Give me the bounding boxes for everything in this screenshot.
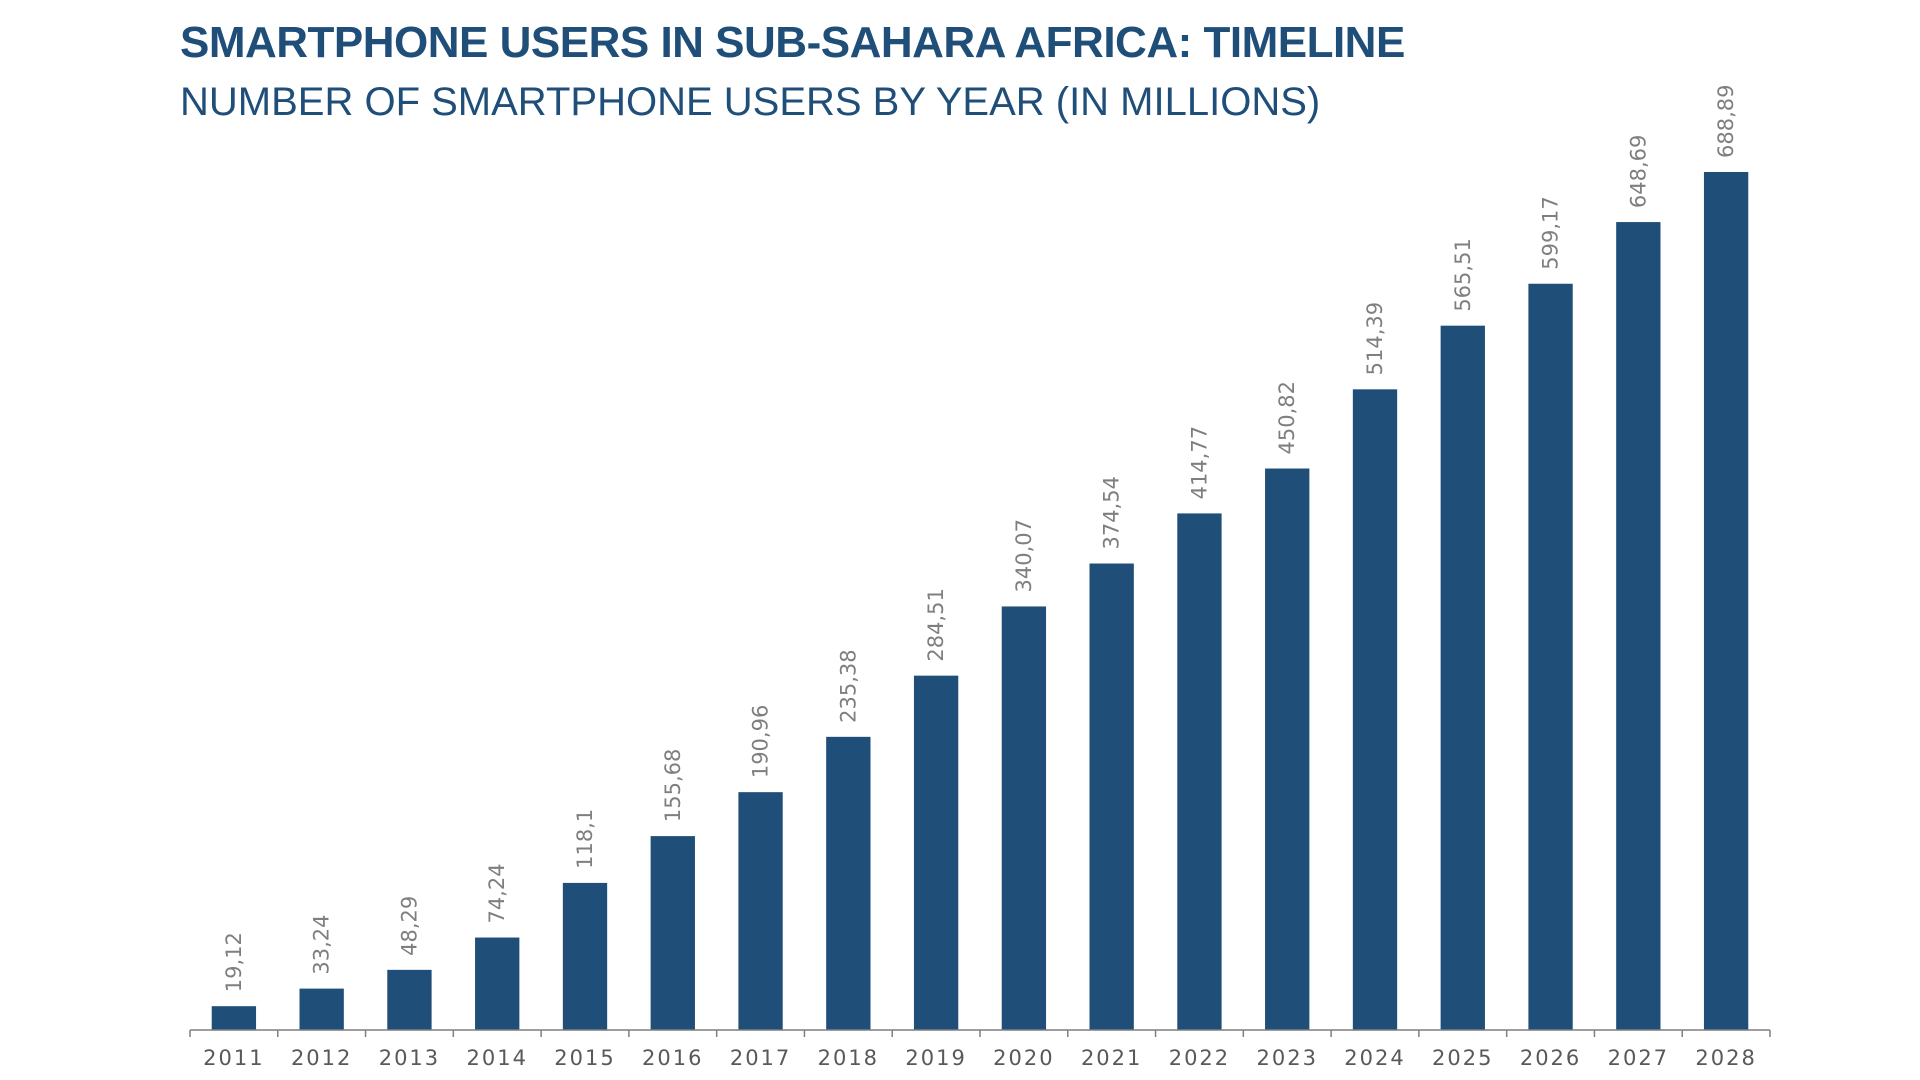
bar-2019 [913, 675, 959, 1030]
bar-2022 [1177, 513, 1222, 1030]
bar-2023 [1265, 468, 1310, 1031]
data-label-2021: 374,54 [1100, 476, 1124, 549]
data-labels-group: 19,12 33,24 48,29 74,24 118,1 155,68 190,96 235… [222, 85, 1738, 993]
bar-2026 [1528, 283, 1573, 1030]
data-label-2020: 340,07 [1012, 519, 1036, 592]
bar-2014 [475, 937, 520, 1030]
x-tick-label-2016: 2016 [642, 1046, 703, 1070]
bar-2018 [826, 736, 871, 1030]
x-tick-label-2021: 2021 [1081, 1046, 1142, 1070]
data-label-2022: 414,77 [1187, 426, 1211, 499]
bar-2028 [1703, 172, 1749, 1030]
x-tick-label-2015: 2015 [554, 1046, 615, 1070]
data-label-2013: 48,29 [397, 896, 421, 956]
data-label-2028: 688,89 [1714, 85, 1738, 158]
x-tick-label-2018: 2018 [818, 1046, 879, 1070]
data-label-2018: 235,38 [836, 649, 860, 722]
data-label-2012: 33,24 [310, 914, 334, 974]
bars-group [211, 172, 1749, 1031]
x-tick-label-2017: 2017 [730, 1046, 791, 1070]
x-tick-label-2014: 2014 [466, 1046, 527, 1070]
x-tick-label-2013: 2013 [379, 1046, 440, 1070]
x-tick-label-2020: 2020 [993, 1046, 1054, 1070]
bar-2027 [1616, 222, 1661, 1031]
bar-2017 [738, 792, 783, 1030]
chart-title: SMARTPHONE USERS IN SUB-SAHARA AFRICA: T… [180, 18, 1405, 67]
data-label-2014: 74,24 [485, 863, 509, 923]
x-tick-label-2019: 2019 [905, 1046, 966, 1070]
data-label-2015: 118,1 [573, 809, 597, 869]
bar-2011 [211, 1006, 257, 1030]
bar-2020 [1001, 606, 1047, 1030]
bar-2015 [562, 882, 608, 1030]
data-label-2025: 565,51 [1451, 238, 1475, 311]
data-label-2016: 155,68 [661, 749, 685, 822]
data-label-2017: 190,96 [749, 705, 773, 778]
x-tick-label-2024: 2024 [1344, 1046, 1405, 1070]
x-tick-label-2022: 2022 [1169, 1046, 1230, 1070]
data-label-2026: 599,17 [1539, 196, 1563, 269]
data-label-2024: 514,39 [1363, 302, 1387, 375]
x-tick-label-2011: 2011 [203, 1046, 264, 1070]
x-tick-label-2023: 2023 [1256, 1046, 1317, 1070]
data-label-2019: 284,51 [924, 588, 948, 661]
bar-2021 [1089, 563, 1134, 1030]
x-tick-label-2012: 2012 [291, 1046, 352, 1070]
data-label-2023: 450,82 [1275, 381, 1299, 454]
x-tick-label-2027: 2027 [1608, 1046, 1669, 1070]
bar-2012 [299, 988, 344, 1030]
bar-2016 [650, 836, 695, 1030]
data-label-2011: 19,12 [222, 932, 246, 992]
bar-2025 [1440, 325, 1485, 1030]
data-label-2027: 648,69 [1626, 135, 1650, 208]
x-tick-label-2026: 2026 [1520, 1046, 1581, 1070]
x-tick-label-2028: 2028 [1695, 1046, 1756, 1070]
chart-subtitle: NUMBER OF SMARTPHONE USERS BY YEAR (IN M… [180, 80, 1321, 124]
bar-2024 [1352, 389, 1398, 1031]
x-tick-label-2025: 2025 [1432, 1046, 1493, 1070]
bar-2013 [387, 969, 432, 1030]
x-axis: 2011 2012 2013 2014 2015 2016 2017 2018 2019 2020… [189, 1029, 1771, 1070]
